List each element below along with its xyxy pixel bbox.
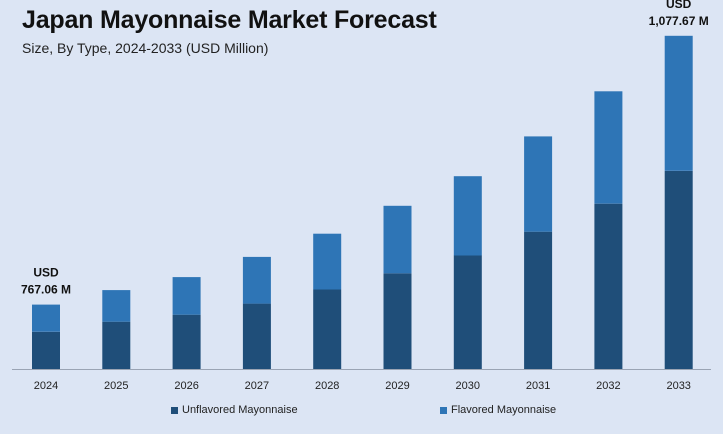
legend-item-flavored: Flavored Mayonnaise xyxy=(440,404,556,416)
bar-flavored-2030 xyxy=(453,176,482,256)
x-tick-label-2028: 2028 xyxy=(315,380,339,392)
x-tick-label-2025: 2025 xyxy=(104,380,128,392)
bar-unflavored-2031 xyxy=(524,231,553,369)
x-tick-label-2032: 2032 xyxy=(596,380,620,392)
bar-unflavored-2024 xyxy=(32,331,60,369)
bar-unflavored-2025 xyxy=(102,321,131,369)
bar-unflavored-2033 xyxy=(664,170,693,369)
x-tick-label-2029: 2029 xyxy=(385,380,409,392)
bar-flavored-2029 xyxy=(383,205,412,274)
chart-subtitle: Size, By Type, 2024-2033 (USD Million) xyxy=(22,40,269,56)
x-tick-label-2030: 2030 xyxy=(456,380,480,392)
bar-unflavored-2028 xyxy=(313,289,342,369)
legend-item-unflavored: Unflavored Mayonnaise xyxy=(171,404,298,416)
chart-legend: Unflavored Mayonnaise Flavored Mayonnais… xyxy=(0,404,723,420)
legend-label-flavored: Flavored Mayonnaise xyxy=(451,404,557,416)
bar-flavored-2027 xyxy=(242,256,271,304)
annotation-2024-currency: USD xyxy=(33,266,59,280)
chart-title: Japan Mayonnaise Market Forecast xyxy=(22,6,437,34)
annotation-2024-value: 767.06 M xyxy=(21,283,71,297)
x-tick-label-2027: 2027 xyxy=(245,380,269,392)
bar-unflavored-2030 xyxy=(453,255,482,369)
annotation-2033-value: 1,077.67 M xyxy=(649,14,709,28)
x-tick-label-2031: 2031 xyxy=(526,380,550,392)
bar-flavored-2024 xyxy=(32,304,60,332)
bar-unflavored-2026 xyxy=(172,314,201,369)
bar-flavored-2028 xyxy=(313,233,342,290)
bar-flavored-2025 xyxy=(102,290,131,322)
bar-flavored-2032 xyxy=(594,91,623,204)
annotation-2033-currency: USD xyxy=(666,0,692,11)
bar-unflavored-2032 xyxy=(594,203,623,369)
bar-unflavored-2029 xyxy=(383,273,412,369)
legend-swatch-flavored xyxy=(440,406,447,414)
x-tick-label-2024: 2024 xyxy=(34,380,58,392)
bar-flavored-2033 xyxy=(664,35,693,171)
legend-label-unflavored: Unflavored Mayonnaise xyxy=(182,404,298,416)
bar-unflavored-2027 xyxy=(242,303,271,369)
bar-flavored-2031 xyxy=(524,136,553,232)
x-tick-label-2026: 2026 xyxy=(174,380,198,392)
legend-swatch-unflavored xyxy=(171,406,178,414)
x-tick-label-2033: 2033 xyxy=(666,380,690,392)
bar-flavored-2026 xyxy=(172,277,201,315)
